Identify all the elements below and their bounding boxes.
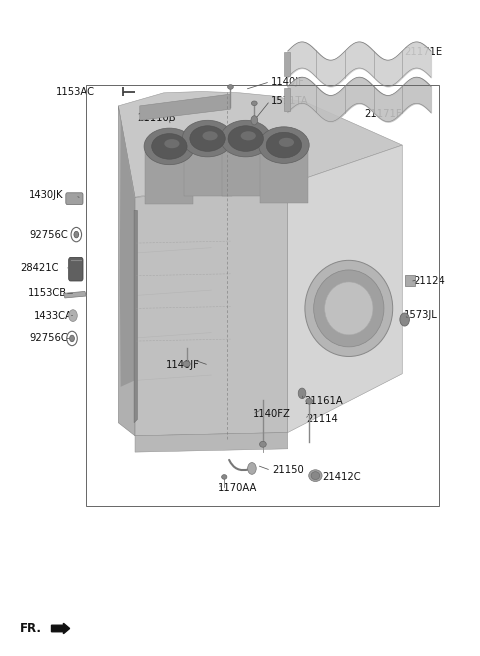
Polygon shape xyxy=(134,211,137,422)
Bar xyxy=(86,85,440,506)
Polygon shape xyxy=(140,94,230,120)
Text: 1140JF: 1140JF xyxy=(166,360,200,370)
Ellipse shape xyxy=(144,128,195,165)
Text: 1170AA: 1170AA xyxy=(217,483,257,493)
Ellipse shape xyxy=(190,126,225,152)
Text: 1430JK: 1430JK xyxy=(29,190,63,200)
Text: 21110B: 21110B xyxy=(137,113,176,123)
Ellipse shape xyxy=(266,133,301,158)
Text: 92756C: 92756C xyxy=(29,230,68,239)
Ellipse shape xyxy=(306,398,312,404)
Polygon shape xyxy=(183,144,231,196)
Text: 21171F: 21171F xyxy=(364,109,402,119)
Text: 21171E: 21171E xyxy=(405,47,443,56)
Polygon shape xyxy=(118,106,135,436)
Ellipse shape xyxy=(164,139,180,148)
Polygon shape xyxy=(135,184,288,436)
Ellipse shape xyxy=(203,131,217,140)
Polygon shape xyxy=(288,145,402,432)
Polygon shape xyxy=(222,144,270,196)
Text: 21124: 21124 xyxy=(413,276,444,286)
Ellipse shape xyxy=(240,131,256,140)
Circle shape xyxy=(69,310,77,321)
Circle shape xyxy=(248,462,256,474)
Ellipse shape xyxy=(311,472,320,480)
Ellipse shape xyxy=(305,260,393,356)
Text: 21150: 21150 xyxy=(272,465,304,476)
Ellipse shape xyxy=(279,138,294,147)
Ellipse shape xyxy=(259,127,309,163)
Ellipse shape xyxy=(314,270,384,347)
Polygon shape xyxy=(120,119,135,387)
Ellipse shape xyxy=(309,470,322,482)
Text: 1433CA: 1433CA xyxy=(34,310,72,321)
Ellipse shape xyxy=(220,120,271,157)
Polygon shape xyxy=(145,152,193,204)
Bar xyxy=(284,88,289,111)
Ellipse shape xyxy=(152,134,187,159)
Text: 21412C: 21412C xyxy=(322,472,360,482)
Ellipse shape xyxy=(252,101,257,106)
Ellipse shape xyxy=(324,282,373,335)
Polygon shape xyxy=(135,432,288,452)
Polygon shape xyxy=(63,291,86,298)
FancyBboxPatch shape xyxy=(66,193,83,205)
Circle shape xyxy=(71,228,82,242)
Text: 28421C: 28421C xyxy=(21,263,59,273)
Ellipse shape xyxy=(228,85,233,89)
Circle shape xyxy=(67,331,77,346)
Ellipse shape xyxy=(260,441,266,447)
Ellipse shape xyxy=(183,361,190,367)
Bar xyxy=(405,275,415,285)
Text: 1140JF: 1140JF xyxy=(271,77,305,87)
Polygon shape xyxy=(118,92,402,197)
Text: 21161A: 21161A xyxy=(304,396,343,406)
Text: 1153AC: 1153AC xyxy=(56,87,95,96)
Circle shape xyxy=(298,388,306,399)
Ellipse shape xyxy=(222,475,227,480)
Circle shape xyxy=(400,313,409,326)
FancyArrow shape xyxy=(51,623,70,634)
Ellipse shape xyxy=(182,120,233,157)
Text: 1573JL: 1573JL xyxy=(404,310,438,320)
Circle shape xyxy=(251,115,258,125)
Circle shape xyxy=(70,335,74,342)
Circle shape xyxy=(74,232,79,238)
Text: 92756C: 92756C xyxy=(29,333,68,344)
Text: 1140FZ: 1140FZ xyxy=(253,409,291,419)
Bar xyxy=(284,52,289,76)
Polygon shape xyxy=(260,151,308,203)
Ellipse shape xyxy=(228,126,264,152)
Text: 1153CB: 1153CB xyxy=(28,289,67,298)
Text: 21114: 21114 xyxy=(306,415,337,424)
Text: 1571TA: 1571TA xyxy=(271,96,309,106)
Text: FR.: FR. xyxy=(20,622,42,635)
FancyBboxPatch shape xyxy=(69,257,83,281)
